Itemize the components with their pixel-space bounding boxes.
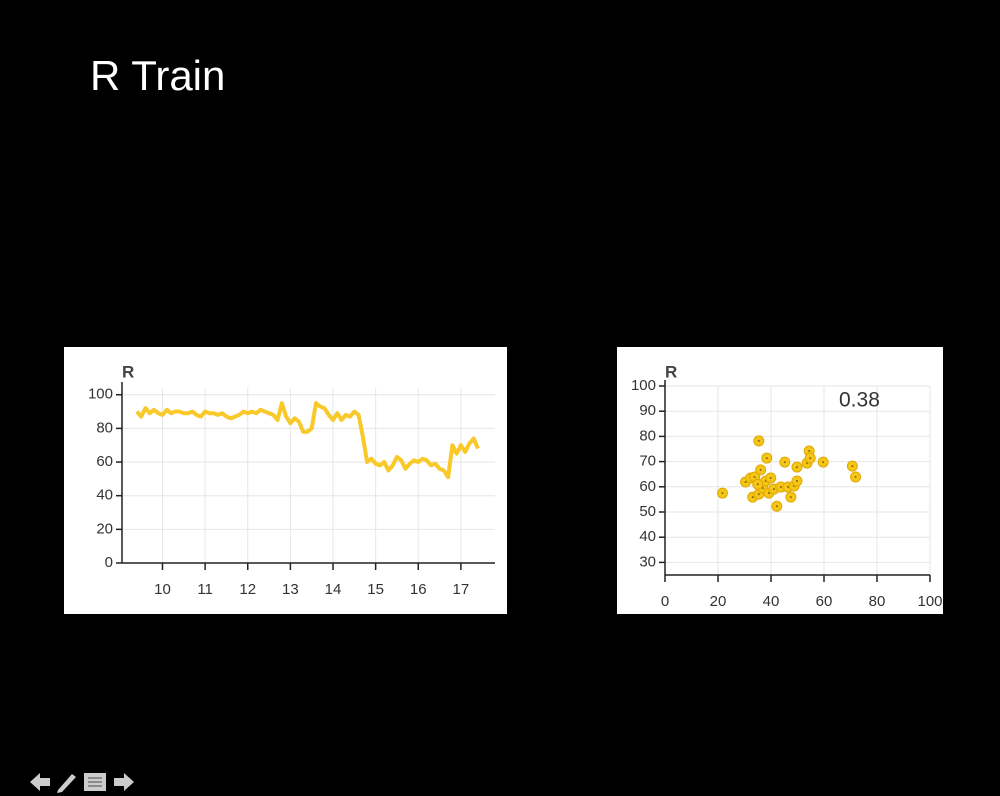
y-tick-label: 60 [639,478,656,495]
x-tick-label: 60 [816,593,833,610]
point-center [772,488,775,491]
point-center [751,496,754,499]
y-tick-label: 100 [631,377,656,394]
point-center [783,461,786,464]
y-tick-label: 100 [88,386,113,403]
point-center [789,496,792,499]
point-center [795,466,798,469]
point-center [854,475,857,478]
point-center [809,457,812,460]
point-center [795,480,798,483]
point-center [767,492,770,495]
chart-title: R [665,362,677,381]
point-center [808,450,811,453]
point-center [786,486,789,489]
point-center [759,468,762,471]
slide-title: R Train [90,52,226,99]
line [135,401,480,480]
annotation: 0.38 [839,389,880,412]
x-tick-label: 0 [661,593,669,610]
point-center [757,493,760,496]
x-tick-label: 15 [367,581,384,598]
x-tick-label: 10 [154,581,171,598]
y-tick-label: 20 [96,520,113,537]
point-center [721,492,724,495]
y-tick-label: 90 [639,402,656,419]
x-tick-label: 40 [763,593,780,610]
y-tick-label: 60 [96,453,113,470]
point-center [822,461,825,464]
point-center [769,476,772,479]
line-chart: R 0 20 40 60 80 100 10 11 12 13 14 15 16 17 [64,347,507,614]
y-tick-label: 40 [639,528,656,545]
scatter-chart: R 30 40 50 60 70 80 90 100 0 20 40 60 80 100 0.38 [617,347,943,614]
x-tick-label: 80 [869,593,886,610]
point-center [761,487,764,490]
x-tick-label: 14 [325,581,342,598]
x-tick-label: 100 [917,593,942,610]
x-tick-label: 11 [197,581,213,598]
point-center [744,481,747,484]
point-center [765,457,768,460]
x-tick-label: 17 [453,581,470,598]
y-tick-label: 40 [96,487,113,504]
point-center [756,483,759,486]
point-center [757,439,760,442]
chart-title: R [122,362,134,381]
x-tick-label: 13 [282,581,299,598]
y-tick-label: 50 [639,503,656,520]
navigation[interactable] [28,770,138,794]
next-button[interactable] [114,773,134,791]
y-tick-label: 0 [105,554,113,571]
y-tick-label: 80 [96,419,113,436]
point-center [753,475,756,478]
point-center [775,505,778,508]
y-tick-label: 30 [639,553,656,570]
prev-button[interactable] [30,773,50,791]
point-center [779,486,782,489]
y-tick-label: 80 [639,427,656,444]
pen-button[interactable] [57,774,76,793]
x-tick-label: 16 [410,581,427,598]
y-tick-label: 70 [639,453,656,470]
point-center [851,465,854,468]
x-tick-label: 20 [710,593,727,610]
x-tick-label: 12 [239,581,256,598]
